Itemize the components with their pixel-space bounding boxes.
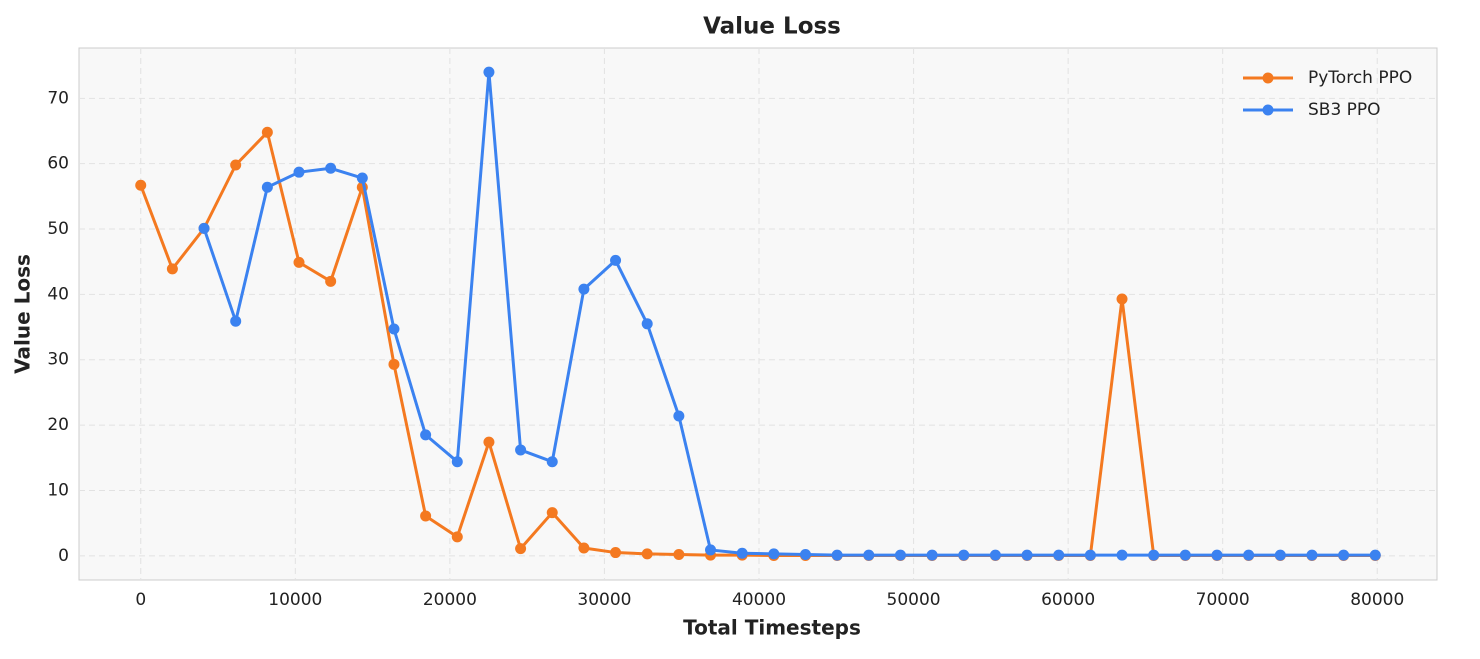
point bbox=[293, 166, 305, 178]
point bbox=[1306, 549, 1318, 561]
point bbox=[261, 126, 273, 138]
y-tick-label: 10 bbox=[47, 480, 69, 500]
point bbox=[515, 543, 527, 555]
point bbox=[1338, 549, 1350, 561]
x-tick-label: 20000 bbox=[423, 590, 477, 610]
point bbox=[293, 256, 305, 268]
point bbox=[610, 547, 622, 559]
point bbox=[1148, 549, 1160, 561]
point bbox=[799, 549, 811, 561]
point bbox=[420, 510, 432, 522]
point bbox=[230, 159, 242, 171]
point bbox=[325, 162, 337, 174]
point bbox=[1053, 549, 1065, 561]
point bbox=[1084, 549, 1096, 561]
legend-label: SB3 PPO bbox=[1308, 100, 1381, 120]
point bbox=[673, 549, 685, 561]
y-tick-label: 60 bbox=[47, 154, 69, 174]
point bbox=[420, 429, 432, 441]
point bbox=[1116, 549, 1128, 561]
y-tick-label: 0 bbox=[58, 546, 69, 566]
point bbox=[483, 436, 495, 448]
point bbox=[1274, 549, 1286, 561]
point bbox=[1369, 549, 1381, 561]
x-tick-label: 60000 bbox=[1041, 590, 1095, 610]
point bbox=[1243, 549, 1255, 561]
point bbox=[705, 544, 717, 556]
point bbox=[325, 275, 337, 287]
point bbox=[641, 318, 653, 330]
point bbox=[610, 254, 622, 266]
point bbox=[894, 549, 906, 561]
point bbox=[1211, 549, 1223, 561]
y-tick-label: 50 bbox=[47, 219, 69, 239]
point bbox=[261, 181, 273, 193]
point bbox=[388, 323, 400, 335]
x-axis-label: Total Timesteps bbox=[683, 616, 861, 640]
x-tick-label: 30000 bbox=[577, 590, 631, 610]
point bbox=[546, 456, 558, 468]
point bbox=[388, 358, 400, 370]
point bbox=[578, 542, 590, 554]
y-tick-label: 40 bbox=[47, 284, 69, 304]
point bbox=[451, 456, 463, 468]
y-tick-label: 70 bbox=[47, 88, 69, 108]
point bbox=[736, 547, 748, 559]
plot-area bbox=[78, 47, 1438, 581]
point bbox=[166, 263, 178, 275]
point bbox=[1179, 549, 1191, 561]
y-tick-label: 30 bbox=[47, 350, 69, 370]
point bbox=[356, 172, 368, 184]
point bbox=[1116, 293, 1128, 305]
x-tick-label: 40000 bbox=[732, 590, 786, 610]
x-tick-label: 80000 bbox=[1350, 590, 1404, 610]
point bbox=[958, 549, 970, 561]
point bbox=[483, 66, 495, 78]
legend-label: PyTorch PPO bbox=[1308, 68, 1412, 88]
point bbox=[641, 548, 653, 560]
x-tick-label: 0 bbox=[135, 590, 146, 610]
point bbox=[926, 549, 938, 561]
point bbox=[515, 444, 527, 456]
legend-marker bbox=[1262, 104, 1274, 116]
point bbox=[135, 179, 147, 191]
point bbox=[673, 410, 685, 422]
y-tick-label: 20 bbox=[47, 415, 69, 435]
point bbox=[198, 222, 210, 234]
point bbox=[768, 548, 780, 560]
point bbox=[578, 283, 590, 295]
point bbox=[451, 531, 463, 543]
point bbox=[863, 549, 875, 561]
legend-marker bbox=[1262, 72, 1274, 84]
point bbox=[989, 549, 1001, 561]
x-tick-label: 50000 bbox=[887, 590, 941, 610]
point bbox=[546, 507, 558, 519]
point bbox=[1021, 549, 1033, 561]
x-tick-label: 70000 bbox=[1196, 590, 1250, 610]
y-axis-label: Value Loss bbox=[11, 254, 35, 374]
point bbox=[230, 315, 242, 327]
x-tick-label: 10000 bbox=[268, 590, 322, 610]
point bbox=[831, 549, 843, 561]
chart-title: Value Loss bbox=[703, 14, 841, 40]
